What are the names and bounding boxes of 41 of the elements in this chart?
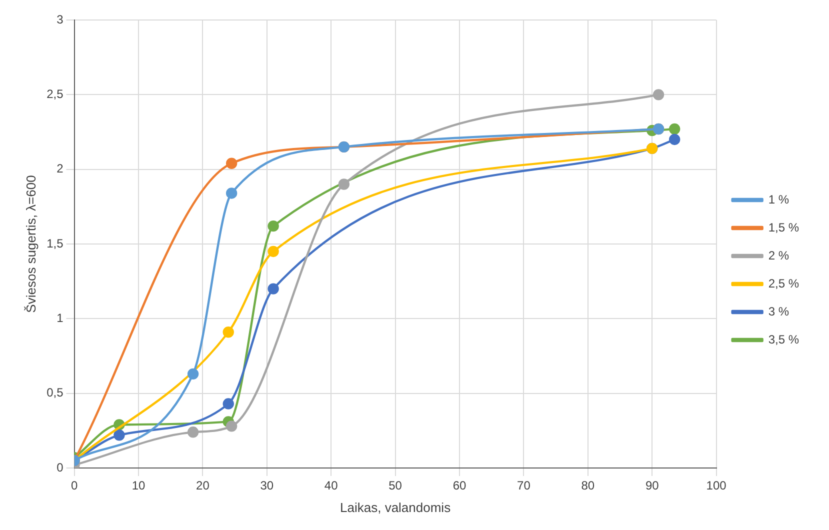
point [226,188,238,199]
point [222,398,234,410]
point [226,420,238,432]
x-tick-label: 60 [452,478,466,493]
x-tick-label: 50 [388,478,402,493]
point [668,123,680,135]
point [114,430,125,441]
x-tick-label: 30 [260,478,274,493]
legend-label: 3,5 % [768,332,800,346]
y-tick-label: 1 [56,310,64,325]
point [338,178,350,190]
x-tick-label: 40 [324,478,338,493]
x-axis-title: Laikas, valandomis [340,500,452,515]
legend-label: 2 % [768,248,790,262]
point [222,326,234,338]
y-tick-label: 1,5 [46,236,64,250]
x-tick-label: 20 [196,478,210,493]
y-tick-label: 2 [56,162,64,176]
x-tick-label: 90 [645,478,660,493]
legend-label: 1 % [768,192,790,206]
x-tick-label: 70 [517,478,531,493]
legend-label: 1,5 % [768,220,800,234]
point [268,246,279,258]
point [226,158,238,169]
x-tick-label: 10 [132,478,146,493]
point [268,283,279,294]
point [652,89,664,100]
point [187,426,199,438]
y-tick-label: 0,5 [46,386,64,400]
x-tick-label: 0 [70,478,78,493]
y-tick-label: 0 [56,460,64,474]
y-tick-label: 2,5 [46,86,64,101]
legend-label: 3 % [768,304,790,318]
point [187,368,199,380]
point [268,220,279,232]
y-tick-label: 3 [56,12,64,26]
legend-label: 2,5 % [768,276,800,290]
point [668,134,680,146]
x-tick-label: 80 [581,478,595,493]
x-tick-label: 100 [706,478,727,493]
y-axis-title: Šviesos sugertis, λ=600 [23,175,38,313]
